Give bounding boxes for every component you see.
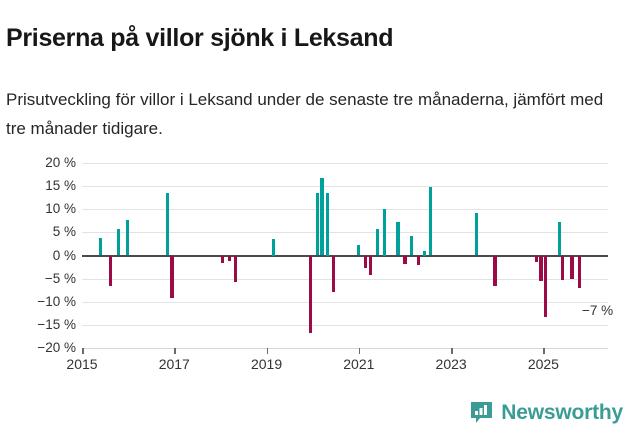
footer: Newsworthy [0,398,631,439]
chart-bar[interactable] [221,255,225,263]
newsworthy-logo[interactable]: Newsworthy [469,400,623,425]
x-axis-tick-label: 2017 [158,356,190,372]
chart-bar[interactable] [325,193,330,256]
chart-bar[interactable] [98,238,103,256]
chart-bar[interactable] [170,255,174,299]
gridline [82,278,608,280]
chart-bar[interactable] [117,228,121,256]
chart-bar[interactable] [577,255,581,288]
x-axis-tick [266,348,269,354]
x-axis-tick [174,348,176,354]
y-axis-labels: 20 % 15 % 10 % 5 % 0 % −5 % −10 % −15 % −20 % [0,156,76,355]
y-axis-tick-label: 15 % [45,178,76,194]
chart-bar[interactable] [165,192,169,256]
y-axis-tick-label: −15 % [37,316,76,332]
chart-bar[interactable] [308,255,312,334]
chart-bar[interactable] [428,187,432,256]
chart-bar[interactable] [561,255,565,280]
y-axis-tick-label: −10 % [37,293,76,309]
gridline [82,232,608,234]
value-annotation: −7 % [582,303,614,318]
chart-bar[interactable] [125,220,129,256]
y-axis-tick-label: 20 % [45,155,76,170]
chart-bar[interactable] [557,221,562,256]
x-axis-tick-label: 2025 [527,356,559,372]
y-axis-tick-label: −20 % [37,340,76,355]
x-axis-line [82,348,608,349]
page-title: Priserna på villor sjönk i Leksand [6,23,394,52]
x-axis-tick [451,348,453,354]
brand-name: Newsworthy [501,400,623,424]
chart-bar[interactable] [320,177,324,256]
x-axis-tick [543,348,545,354]
x-axis-tick-label: 2019 [250,356,283,372]
chart-bar[interactable] [357,244,361,256]
x-axis-tick-label: 2023 [435,356,467,372]
chart-bar[interactable] [422,250,426,256]
bar-chart: 20 % 15 % 10 % 5 % 0 % −5 % −10 % −15 % −20 % −7… [0,150,631,395]
chart-bar[interactable] [109,255,113,286]
chart-bar[interactable] [544,255,548,317]
chart-bar[interactable] [368,255,372,275]
y-axis-tick-label: 5 % [52,224,76,240]
bar-chart-speech-bubble-icon [469,400,494,425]
chart-bar[interactable] [474,212,479,256]
gridline [82,324,608,326]
chart-bar[interactable] [417,255,421,266]
gridline [82,301,608,303]
gridline [82,186,608,188]
chart-bar[interactable] [493,255,497,286]
x-axis-tick [82,348,84,354]
y-axis-tick-label: 10 % [45,201,76,217]
chart-bar[interactable] [271,239,276,256]
chart-bar[interactable] [539,255,543,281]
x-axis-tick [358,348,361,354]
chart-bar[interactable] [570,255,574,279]
chart-bar[interactable] [331,255,336,292]
chart-bar[interactable] [403,255,407,264]
x-axis-tick-label: 2015 [66,356,98,372]
chart-bar[interactable] [375,228,379,256]
chart-bar[interactable] [396,221,400,256]
x-axis-tick-label: 2021 [343,356,375,372]
chart-bar[interactable] [315,192,319,256]
chart-bar[interactable] [534,255,539,263]
zero-axis-line [82,254,608,257]
chart-bar[interactable] [233,255,237,283]
y-axis-tick-label: 0 % [52,247,76,263]
plot-area: −7 % [82,163,613,349]
chart-bar[interactable] [364,255,368,269]
chart-bar[interactable] [228,255,232,262]
page-subtitle: Prisutveckling för villor i Leksand unde… [6,90,604,138]
y-axis-tick-label: −5 % [44,270,76,286]
gridline [82,209,608,211]
chart-bar[interactable] [382,209,386,256]
chart-bar[interactable] [410,236,414,256]
gridline [82,163,608,164]
